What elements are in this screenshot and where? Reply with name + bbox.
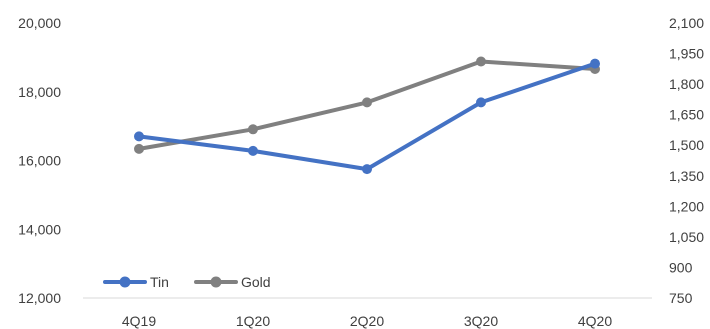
legend-gold-marker [210, 276, 222, 288]
data-point-tin [362, 164, 372, 175]
y-right-tick-label: 750 [669, 290, 693, 306]
y-right-tick-label: 1,500 [669, 137, 704, 153]
x-tick-label: 2Q20 [350, 313, 384, 329]
series-line-tin [137, 61, 597, 172]
x-tick-label: 4Q20 [578, 313, 612, 329]
data-point-gold [362, 97, 372, 108]
data-point-gold [476, 56, 486, 67]
y-left-tick-label: 14,000 [18, 221, 61, 237]
y-right-tick-label: 1,050 [669, 229, 704, 245]
x-tick-label: 4Q19 [122, 313, 156, 329]
x-axis: 4Q19 1Q20 2Q20 3Q20 4Q20 [83, 297, 652, 329]
y-right-tick-label: 2,100 [669, 15, 704, 31]
data-point-tin [248, 145, 258, 156]
y-right-tick-label: 1,950 [669, 46, 704, 62]
x-tick-label: 3Q20 [464, 313, 498, 329]
y-left-tick-label: 12,000 [18, 290, 61, 306]
x-tick-label: 1Q20 [236, 313, 270, 329]
data-point-tin [134, 131, 144, 142]
legend: Tin Gold [103, 274, 271, 290]
y-right-tick-label: 1,200 [669, 198, 704, 214]
y-axis-right: 750 900 1,050 1,200 1,350 1,500 1,650 1,800 1,95… [669, 15, 704, 306]
y-right-tick-label: 1,800 [669, 76, 704, 92]
legend-tin-marker [119, 276, 131, 288]
y-right-tick-label: 1,650 [669, 107, 704, 123]
legend-tin-label: Tin [150, 274, 169, 290]
y-left-tick-label: 20,000 [18, 15, 61, 31]
y-left-tick-label: 18,000 [18, 84, 61, 100]
y-right-tick-label: 900 [669, 259, 693, 275]
y-left-tick-label: 16,000 [18, 153, 61, 169]
legend-gold-label: Gold [241, 274, 271, 290]
series-layer [134, 56, 600, 175]
data-point-tin [590, 58, 600, 69]
y-axis-left: 12,000 14,000 16,000 18,000 20,000 [18, 15, 61, 306]
data-point-gold [134, 143, 144, 154]
y-right-tick-label: 1,350 [669, 168, 704, 184]
data-point-tin [476, 97, 486, 108]
data-point-gold [248, 124, 258, 135]
